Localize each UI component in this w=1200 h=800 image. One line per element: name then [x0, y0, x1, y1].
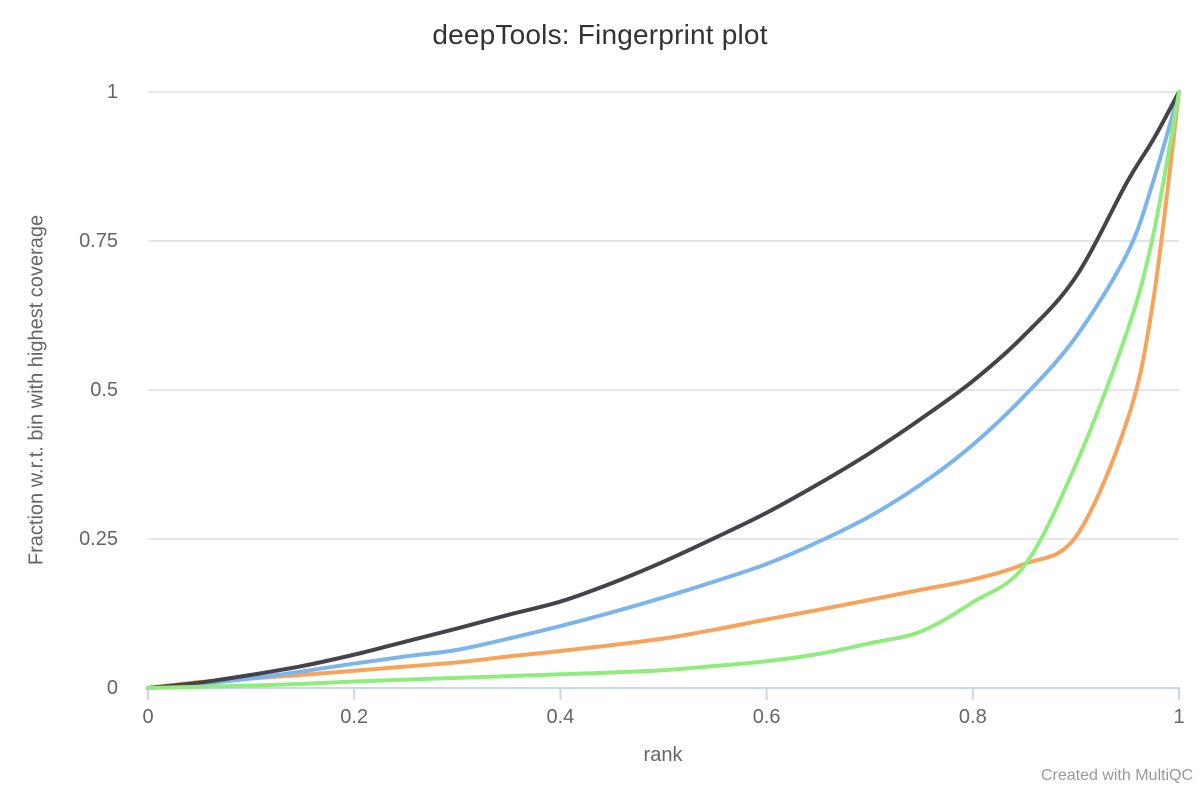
x-tick-label: 0.4	[546, 706, 575, 728]
y-tick-label: 0	[106, 677, 118, 699]
x-axis-title: rank	[643, 744, 683, 766]
y-tick-label: 1	[106, 81, 118, 103]
black-series-line	[146, 90, 1181, 690]
orange-series-line	[146, 90, 1181, 690]
x-tick-label: 0.2	[340, 706, 369, 728]
watermark: Created with MultiQC	[1040, 767, 1193, 784]
y-tick-label: 0.5	[90, 379, 118, 401]
blue-series-line	[146, 90, 1181, 690]
chart-title: deepTools: Fingerprint plot	[432, 19, 768, 50]
y-tick-label: 0.75	[79, 230, 118, 252]
green-series-line	[146, 90, 1181, 690]
y-tick-label: 0.25	[79, 528, 118, 550]
x-tick-label: 0	[142, 706, 154, 728]
x-tick-label: 0.6	[752, 706, 781, 728]
x-tick-label: 0.8	[958, 706, 987, 728]
x-tick-label: 1	[1173, 706, 1185, 728]
